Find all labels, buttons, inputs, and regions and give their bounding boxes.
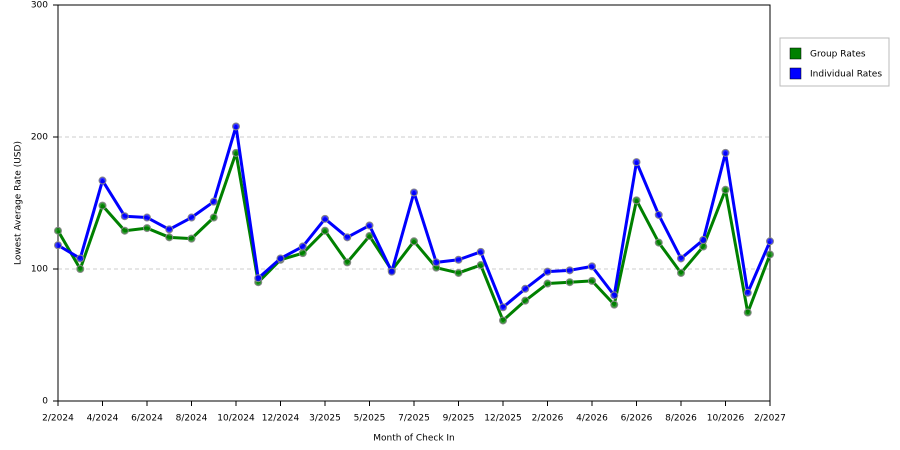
data-point (165, 233, 174, 242)
data-point (476, 247, 485, 256)
data-point (543, 279, 552, 288)
data-point (298, 249, 307, 258)
data-point (432, 258, 441, 267)
data-point (321, 226, 329, 235)
data-point (387, 267, 396, 276)
x-tick-label: 10/2024 (217, 414, 255, 424)
x-axis-label: Month of Check In (373, 434, 455, 444)
data-point (699, 235, 708, 244)
data-point (565, 278, 574, 287)
legend-swatch (789, 67, 802, 80)
x-tick-label: 5/2025 (354, 414, 386, 424)
x-tick-label: 4/2024 (87, 414, 119, 424)
x-tick-label: 10/2026 (707, 414, 745, 424)
data-point (721, 185, 730, 194)
x-tick-label: 8/2026 (665, 414, 697, 424)
y-tick-label: 100 (31, 265, 48, 275)
x-tick-label: 8/2024 (176, 414, 208, 424)
data-point (499, 316, 507, 325)
data-point (120, 226, 129, 235)
x-tick-label: 6/2026 (621, 414, 653, 424)
legend-swatch (789, 47, 802, 60)
data-point (677, 268, 685, 277)
data-point (521, 296, 530, 305)
data-point (120, 212, 129, 221)
data-point (187, 234, 196, 243)
data-point (54, 241, 62, 250)
x-tick-label: 9/2025 (443, 414, 475, 424)
data-point (254, 274, 263, 283)
data-point (365, 221, 374, 230)
data-point (209, 197, 218, 206)
data-point (343, 233, 352, 242)
x-tick-label: 3/2025 (309, 414, 341, 424)
legend-label: Individual Rates (810, 70, 882, 80)
data-point (543, 267, 552, 276)
data-point (143, 224, 151, 233)
data-point (610, 300, 619, 309)
data-point (454, 268, 463, 277)
x-tick-label: 2/2026 (532, 414, 564, 424)
data-point (632, 158, 641, 167)
data-point (743, 308, 752, 317)
data-point (98, 176, 107, 185)
data-point (165, 225, 174, 234)
data-point (632, 196, 641, 205)
data-point (743, 288, 752, 297)
data-point (499, 303, 507, 312)
data-point (476, 261, 485, 270)
series-line (57, 124, 772, 309)
data-point (588, 276, 596, 285)
data-point (410, 188, 418, 197)
x-tick-label: 2/2027 (754, 414, 786, 424)
data-point (209, 213, 218, 222)
data-point (721, 148, 730, 157)
data-point (276, 254, 285, 263)
data-point (187, 213, 196, 222)
x-tick-label: 7/2025 (398, 414, 430, 424)
data-point (610, 291, 619, 300)
series-line (56, 151, 772, 322)
y-axis-label: Lowest Average Rate (USD) (14, 141, 24, 265)
x-tick-label: 6/2024 (131, 414, 163, 424)
data-point (766, 250, 774, 259)
data-point (654, 210, 663, 219)
data-point (321, 214, 329, 223)
data-point (298, 242, 307, 251)
data-point (521, 284, 530, 293)
x-tick-label: 12/2025 (484, 414, 521, 424)
data-point (654, 238, 663, 247)
data-point (76, 265, 85, 273)
data-point (410, 237, 418, 246)
y-tick-label: 0 (42, 397, 48, 407)
y-tick-label: 200 (31, 133, 48, 143)
data-point (677, 254, 685, 263)
data-point (766, 237, 774, 246)
legend-label: Group Rates (810, 50, 866, 60)
data-point (699, 242, 708, 251)
plot-frame (57, 4, 771, 402)
data-point (565, 266, 574, 275)
data-point (454, 255, 463, 264)
data-point (588, 262, 596, 271)
data-point (143, 213, 151, 222)
data-point (76, 254, 85, 263)
data-point (343, 258, 352, 267)
data-point (232, 122, 240, 131)
x-tick-label: 4/2026 (576, 414, 608, 424)
data-point (98, 201, 107, 210)
data-point (54, 226, 62, 235)
y-tick-label: 300 (31, 1, 48, 11)
x-tick-label: 2/2024 (42, 414, 74, 424)
x-tick-label: 12/2024 (262, 414, 300, 424)
